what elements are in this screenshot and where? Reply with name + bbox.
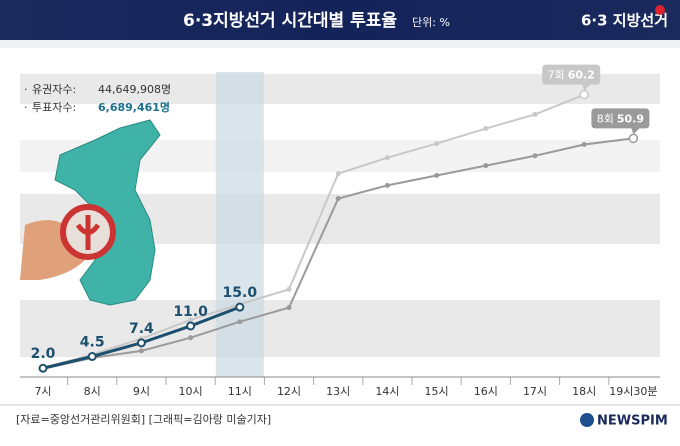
point xyxy=(532,111,538,117)
point xyxy=(286,305,292,311)
highlight-band xyxy=(215,72,264,377)
header-shadow xyxy=(0,40,680,48)
end-point xyxy=(628,133,639,144)
point xyxy=(138,348,144,354)
info-value: 6,689,461명 xyxy=(98,100,170,114)
point xyxy=(335,196,341,202)
series-end-label: 7회 60.2 xyxy=(548,69,595,82)
point xyxy=(483,126,489,132)
x-tick-label: 15시 xyxy=(425,385,449,398)
point xyxy=(384,182,390,188)
point xyxy=(235,302,245,312)
point xyxy=(237,319,243,325)
point xyxy=(434,173,440,179)
info-label: 투표자수: xyxy=(32,101,76,114)
x-tick-label: 10시 xyxy=(179,385,203,398)
point xyxy=(136,338,146,348)
point xyxy=(188,335,194,341)
end-point xyxy=(579,89,589,100)
header-bar xyxy=(0,0,680,40)
brand: NEWSPIM xyxy=(597,414,668,429)
info-bullet: · xyxy=(24,101,28,114)
x-tick-label: 18시 xyxy=(572,385,596,398)
end-value: 50.9 xyxy=(617,112,644,125)
x-tick-label: 14시 xyxy=(375,385,399,398)
point xyxy=(483,163,489,169)
unit-label: 단위: % xyxy=(412,16,450,29)
point xyxy=(335,171,341,177)
info-value: 44,649,908명 xyxy=(98,83,171,96)
source: [자료=중앙선거관리위원회] [그래픽=김아랑 미술기자] xyxy=(16,413,271,426)
brand-mark xyxy=(580,413,594,427)
point xyxy=(87,351,97,361)
point xyxy=(186,321,196,331)
series-line xyxy=(42,93,585,369)
value-label: 2.0 xyxy=(31,346,56,362)
info-bullet: · xyxy=(24,83,28,96)
x-tick-label: 13시 xyxy=(326,385,350,398)
value-label: 7.4 xyxy=(129,321,154,337)
point xyxy=(38,363,48,373)
point xyxy=(384,155,390,161)
logo: 6·3 지방선거 xyxy=(581,12,668,30)
chart-title: 6·3지방선거 시간대별 투표율 xyxy=(183,11,397,31)
x-tick-label: 8시 xyxy=(84,385,101,398)
series-name: 8회 xyxy=(597,112,614,125)
x-tick-label: 16시 xyxy=(474,385,498,398)
logo-dot xyxy=(655,5,665,15)
point xyxy=(434,141,440,147)
x-tick-label: 11시 xyxy=(228,385,252,398)
value-label: 4.5 xyxy=(80,334,105,350)
value-label: 11.0 xyxy=(173,304,208,320)
value-label: 15.0 xyxy=(223,285,258,301)
x-tick-label: 7시 xyxy=(34,385,51,398)
info-label: 유권자수: xyxy=(32,83,76,96)
x-tick-label: 9시 xyxy=(133,385,150,398)
x-tick-label: 19시30분 xyxy=(609,385,657,398)
point xyxy=(581,142,587,148)
point xyxy=(286,286,292,292)
series-end-label: 8회 50.9 xyxy=(597,112,644,125)
info-box: · 유권자수: 44,649,908명 · 투표자수: 6,689,461명 xyxy=(24,83,171,114)
series-name: 7회 xyxy=(548,69,565,82)
label-box xyxy=(591,108,650,135)
label-box xyxy=(542,64,601,91)
x-tick-label: 17시 xyxy=(523,385,547,398)
x-tick-label: 12시 xyxy=(277,385,301,398)
illustration xyxy=(20,119,161,306)
end-value: 60.2 xyxy=(568,69,595,82)
point xyxy=(532,153,538,159)
